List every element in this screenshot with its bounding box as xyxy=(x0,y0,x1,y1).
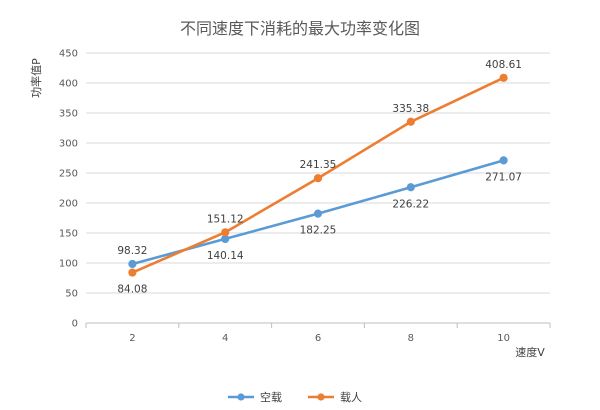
legend: 空载 载人 xyxy=(228,390,362,404)
x-tick-label: 6 xyxy=(315,333,321,344)
legend-swatch-marker xyxy=(237,393,245,401)
legend-entry-label: 空载 xyxy=(260,390,282,404)
y-tick-label: 0 xyxy=(72,319,78,330)
chart-title: 不同速度下消耗的最大功率变化图 xyxy=(180,19,420,38)
data-point xyxy=(221,228,230,237)
data-label: 408.61 xyxy=(485,59,522,71)
y-tick-label: 150 xyxy=(59,229,78,240)
series-group xyxy=(128,73,508,277)
data-point xyxy=(128,268,137,277)
axes: 0 50 100 150 200 250 300 350 400 450 2 4 6 8 10 xyxy=(59,49,551,344)
legend-swatch-marker xyxy=(317,393,325,401)
x-tick-label: 8 xyxy=(408,333,414,344)
y-tick-label: 350 xyxy=(59,109,78,120)
grid xyxy=(86,52,550,324)
x-axis-title: 速度V xyxy=(515,345,545,359)
data-point xyxy=(499,156,508,165)
data-label: 182.25 xyxy=(300,225,337,237)
data-point xyxy=(313,174,323,183)
data-label: 98.32 xyxy=(117,245,147,257)
data-label: 84.08 xyxy=(117,284,147,296)
y-tick-label: 250 xyxy=(59,169,78,180)
y-tick-label: 450 xyxy=(59,49,78,60)
y-tick-label: 400 xyxy=(59,79,78,90)
data-label: 140.14 xyxy=(207,250,244,262)
data-point xyxy=(499,73,508,82)
data-label: 241.35 xyxy=(300,159,337,171)
data-label: 335.38 xyxy=(392,103,429,115)
y-tick-label: 50 xyxy=(65,289,78,300)
data-label: 151.12 xyxy=(207,213,244,225)
x-tick-label: 2 xyxy=(129,333,135,344)
data-label: 226.22 xyxy=(392,198,429,210)
data-point xyxy=(313,209,323,218)
data-point xyxy=(128,259,137,269)
y-tick-label: 300 xyxy=(59,139,78,150)
data-point xyxy=(406,117,415,126)
y-axis-title: 功率值P xyxy=(29,58,43,98)
x-tick-label: 10 xyxy=(497,333,510,344)
y-tick-label: 200 xyxy=(59,199,78,210)
data-label: 271.07 xyxy=(485,171,522,183)
data-labels: 98.32 84.08 140.14 151.12 182.25 241.35 226.22… xyxy=(117,59,522,296)
y-tick-label: 100 xyxy=(59,259,78,270)
x-tick-label: 4 xyxy=(222,333,228,344)
legend-entry-label: 载人 xyxy=(340,391,362,404)
data-point xyxy=(406,183,415,192)
